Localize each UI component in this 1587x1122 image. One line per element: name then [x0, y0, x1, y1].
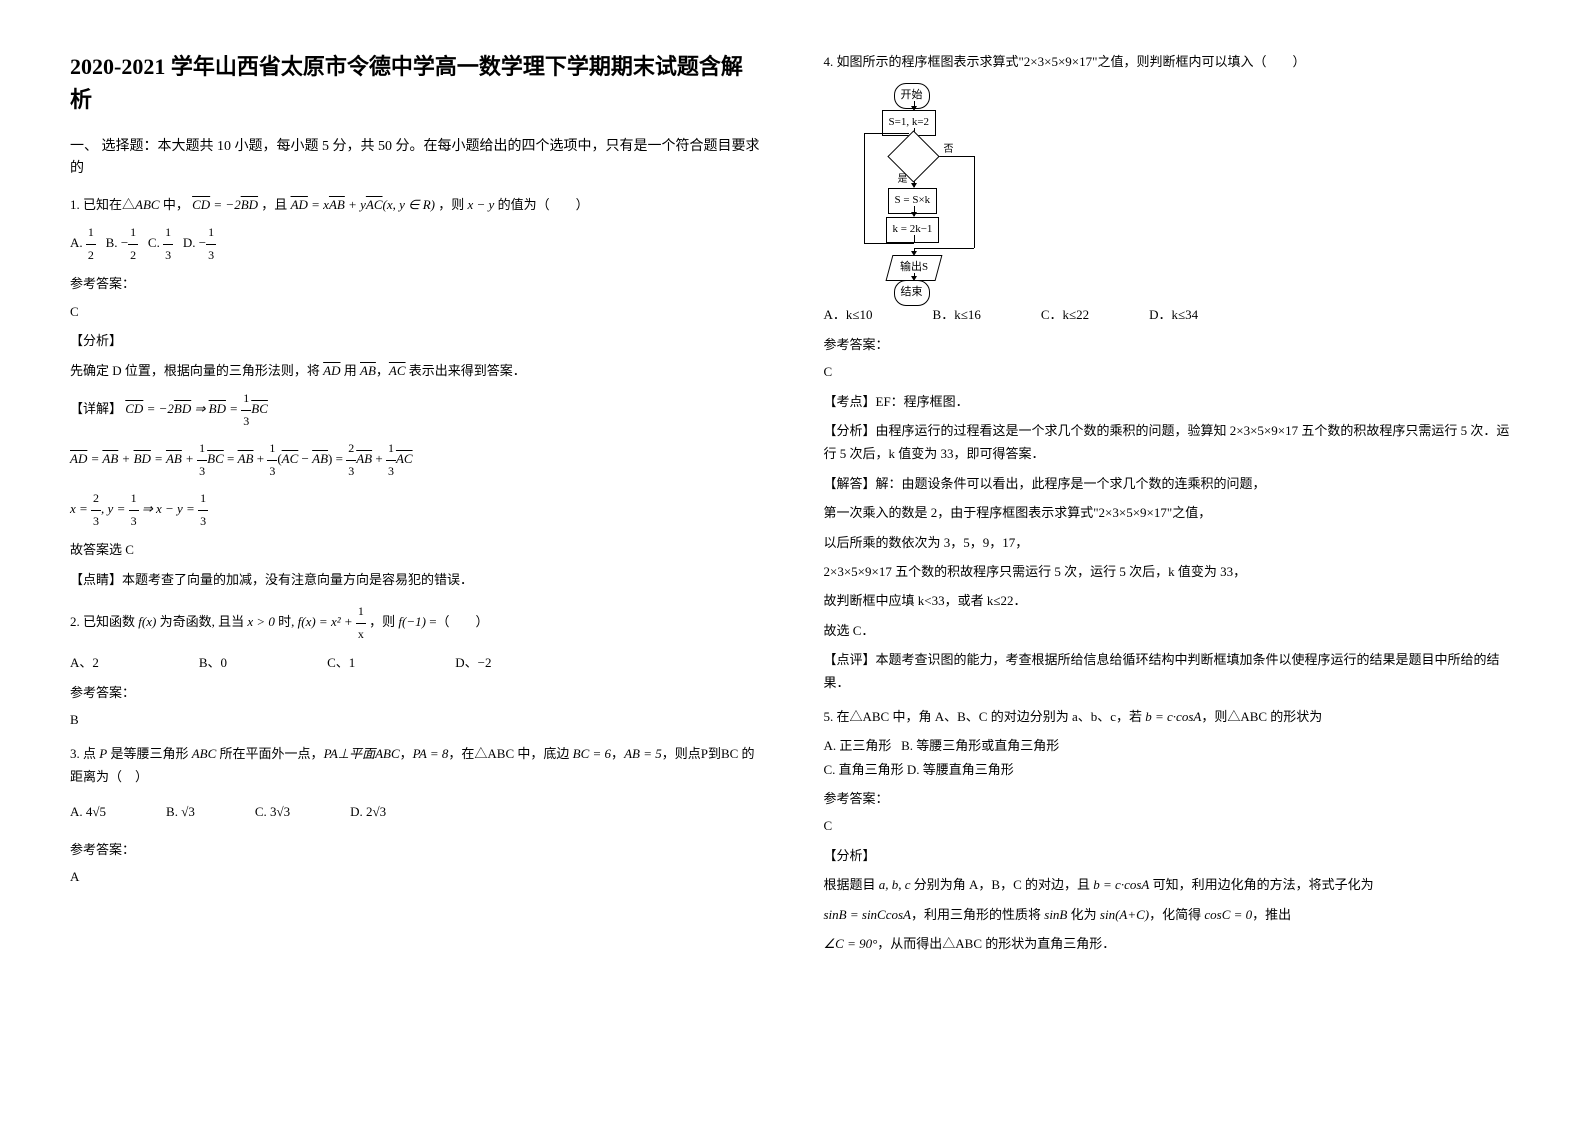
- q5-analysis-label: 【分析】: [824, 844, 1518, 867]
- fc-body1: S = S×k: [888, 188, 938, 214]
- document-title: 2020-2021 学年山西省太原市令德中学高一数学理下学期期末试题含解析: [70, 50, 764, 116]
- q5-options: A. 正三角形 B. 等腰三角形或直角三角形 C. 直角三角形 D. 等腰直角三…: [824, 734, 1518, 781]
- q4-comment: 【点评】本题考查识图的能力，考查根据所给信息给循环结构中判断框填加条件以使程序运…: [824, 648, 1518, 695]
- q2-options: A、2 B、0 C、1 D、−2: [70, 651, 764, 674]
- q4-answer: C: [824, 360, 1518, 383]
- q5-analysis-1: 根据题目 a, b, c 分别为角 A，B，C 的对边，且 b = c·cosA…: [824, 873, 1518, 896]
- q3-options: A. 4√5 B. √3 C. 3√3 D. 2√3: [70, 800, 764, 823]
- q4-solve-4: 2×3×5×9×17 五个数的积故程序只需运行 5 次，运行 5 次后，k 值变…: [824, 560, 1518, 583]
- q4-solve-3: 以后所乘的数依次为 3，5，9，17，: [824, 531, 1518, 554]
- q4-answer-label: 参考答案：: [824, 333, 1518, 356]
- q4-solve-5: 故判断框中应填 k<33，或者 k≤22．: [824, 589, 1518, 612]
- question-3: 3. 点 P 是等腰三角形 ABC 所在平面外一点，PA⊥平面ABC，PA = …: [70, 742, 764, 889]
- right-column: 4. 如图所示的程序框图表示求算式"2×3×5×9×17"之值，则判断框内可以填…: [794, 50, 1548, 1072]
- q1-answer-label: 参考答案：: [70, 272, 764, 295]
- fc-start: 开始: [894, 83, 930, 109]
- fc-decision: [889, 141, 939, 171]
- q1-answer: C: [70, 300, 764, 323]
- q1-analysis-label: 【分析】: [70, 329, 764, 352]
- q3-text: 3. 点 P 是等腰三角形 ABC 所在平面外一点，PA⊥平面ABC，PA = …: [70, 742, 764, 789]
- question-5: 5. 在△ABC 中，角 A、B、C 的对边分别为 a、b、c，若 b = c·…: [824, 705, 1518, 956]
- q4-solve-1: 【解答】解：由题设条件可以看出，此程序是一个求几个数的连乘积的问题，: [824, 472, 1518, 495]
- fc-init: S=1, k=2: [882, 110, 937, 136]
- q3-answer: A: [70, 865, 764, 888]
- q2-answer: B: [70, 708, 764, 731]
- q5-analysis-2: sinB = sinCcosA，利用三角形的性质将 sinB 化为 sin(A+…: [824, 903, 1518, 926]
- q3-answer-label: 参考答案：: [70, 838, 764, 861]
- section-header: 一、 选择题：本大题共 10 小题，每小题 5 分，共 50 分。在每小题给出的…: [70, 136, 764, 181]
- q4-text: 4. 如图所示的程序框图表示求算式"2×3×5×9×17"之值，则判断框内可以填…: [824, 50, 1518, 73]
- question-2: 2. 已知函数 f(x) 为奇函数, 且当 x > 0 时, f(x) = x²…: [70, 601, 764, 731]
- question-1: 1. 已知在△ABC 中， CD = −2BD ，且 AD = xAB + yA…: [70, 193, 764, 591]
- q1-comment: 【点睛】本题考查了向量的加减，没有注意向量方向是容易犯的错误．: [70, 568, 764, 591]
- q5-text: 5. 在△ABC 中，角 A、B、C 的对边分别为 a、b、c，若 b = c·…: [824, 705, 1518, 728]
- q4-flowchart: 开始 S=1, k=2 是 否 S = S×k k = 2k−1 输出S: [854, 83, 994, 293]
- q4-kaodian: 【考点】EF：程序框图．: [824, 390, 1518, 413]
- q2-text: 2. 已知函数 f(x) 为奇函数, 且当 x > 0 时, f(x) = x²…: [70, 601, 764, 645]
- q4-solve-2: 第一次乘入的数是 2，由于程序框图表示求算式"2×3×5×9×17"之值，: [824, 501, 1518, 524]
- question-4: 4. 如图所示的程序框图表示求算式"2×3×5×9×17"之值，则判断框内可以填…: [824, 50, 1518, 695]
- q1-detail-2: AD = AB + BD = AB + 13BC = AB + 13(AC − …: [70, 438, 764, 482]
- q1-analysis: 先确定 D 位置，根据向量的三角形法则，将 AD 用 AB，AC 表示出来得到答…: [70, 359, 764, 382]
- q4-analysis: 【分析】由程序运行的过程看这是一个求几个数的乘积的问题，验算知 2×3×5×9×…: [824, 419, 1518, 466]
- q4-options: A．k≤10 B．k≤16 C．k≤22 D．k≤34: [824, 303, 1518, 326]
- q1-text: 1. 已知在△ABC 中， CD = −2BD ，且 AD = xAB + yA…: [70, 193, 764, 216]
- q1-detail: 【详解】 CD = −2BD ⇒ BD = 13BC: [70, 388, 764, 432]
- q1-options: A. 12 B. −12 C. 13 D. −13: [70, 222, 764, 266]
- q2-answer-label: 参考答案：: [70, 681, 764, 704]
- fc-body2: k = 2k−1: [886, 217, 940, 243]
- q4-solve-6: 故选 C．: [824, 619, 1518, 642]
- q5-answer: C: [824, 814, 1518, 837]
- q1-conclusion: 故答案选 C: [70, 538, 764, 561]
- left-column: 2020-2021 学年山西省太原市令德中学高一数学理下学期期末试题含解析 一、…: [40, 50, 794, 1072]
- fc-end: 结束: [894, 280, 930, 306]
- q5-analysis-3: ∠C = 90°，从而得出△ABC 的形状为直角三角形．: [824, 932, 1518, 955]
- q1-detail-3: x = 23, y = 13 ⇒ x − y = 13: [70, 488, 764, 532]
- q5-answer-label: 参考答案：: [824, 787, 1518, 810]
